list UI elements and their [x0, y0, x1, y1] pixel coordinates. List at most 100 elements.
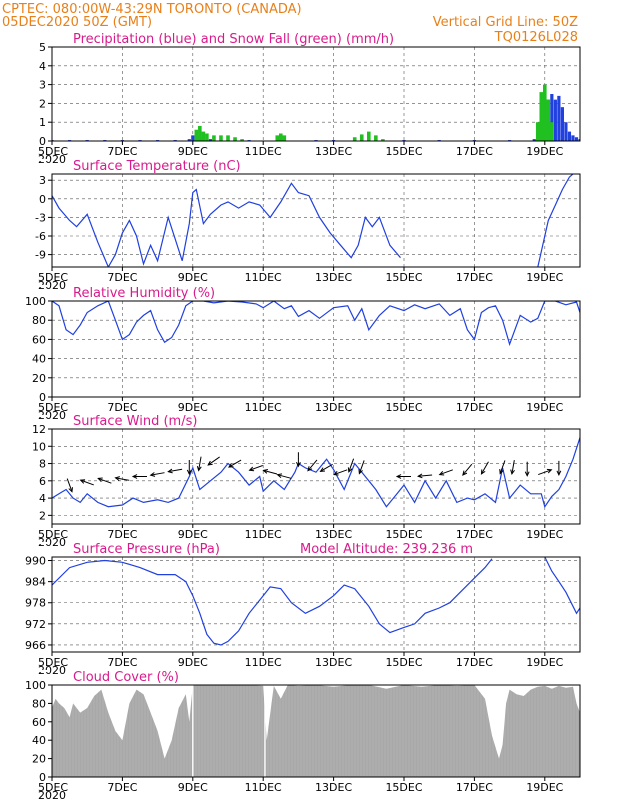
humidity-ytick-label: 20 [32, 372, 46, 385]
wind-arrow [167, 468, 183, 474]
wind-arrow [97, 477, 112, 484]
wind-arrow-shaft [511, 460, 515, 474]
wind-arrow [480, 461, 489, 475]
precip-bar [282, 135, 287, 141]
precip-bar [553, 99, 557, 141]
humidity-frame [51, 300, 581, 398]
humidity-xtick-label: 11DEC [245, 401, 282, 414]
wind-year-label: 2020 [38, 536, 66, 549]
wind-arrow-head [462, 470, 468, 476]
wind-arrow-shaft [263, 469, 278, 475]
precip-bar [571, 135, 575, 141]
wind-arrow [556, 460, 562, 477]
wind-arrow-head [295, 461, 301, 468]
wind-arrow-shaft [207, 456, 220, 466]
pressure-ytick-label: 966 [25, 639, 46, 652]
precip-bar [560, 107, 564, 141]
pressure-xtick-label: 13DEC [315, 656, 352, 669]
wind-arrow-head [227, 463, 234, 468]
wind-arrow-shaft [249, 464, 263, 471]
cloud-plot [52, 685, 580, 777]
cloud-panel: 0 20 40 60 80 100 5DEC 7DEC 9DEC 11DEC 13DEC 15DEC 1… [25, 670, 581, 800]
wind-arrow [510, 460, 515, 476]
humidity-year-mask [0, 415, 50, 417]
precip-xtick-label: 5DEC [38, 145, 68, 158]
wind-arrow-shaft [307, 459, 318, 471]
run-date: 05DEC2020 50Z (GMT) [2, 15, 152, 30]
temperature-xtick-label: 5DEC [38, 271, 68, 284]
precip-ytick-label: 1 [39, 116, 46, 129]
wind-xtick-label: 7DEC [107, 528, 137, 541]
wind-arrow-head [480, 469, 486, 475]
wind-arrow-head [262, 469, 268, 474]
precip-bar [539, 92, 544, 141]
wind-arrow [79, 479, 94, 486]
pressure-xtick-label: 11DEC [245, 656, 282, 669]
precip-ytick-label: 4 [39, 60, 46, 73]
precip-panel: 0 1 2 3 4 5 5DEC 7DEC 9DEC 11DEC 13DEC 15DEC 17DEC 19… [38, 32, 581, 166]
precip-bar [201, 131, 206, 141]
temperature-xtick-label: 9DEC [178, 271, 208, 284]
precip-xtick-label: 19DEC [526, 145, 563, 158]
humidity-ytick-label: 80 [32, 314, 46, 327]
humidity-xtick-label: 5DEC [38, 401, 68, 414]
wind-xtick-label: 11DEC [245, 528, 282, 541]
wind-arrow-head [417, 473, 423, 479]
wind-arrow [319, 463, 333, 472]
precip-ytick-label: 0 [39, 135, 46, 148]
wind-arrow [538, 468, 553, 476]
precip-title: Precipitation (blue) and Snow Fall (gree… [73, 32, 394, 47]
temperature-ytick-label: 3 [39, 174, 46, 187]
humidity-plot-area [52, 301, 580, 397]
precip-bar [567, 131, 572, 141]
wind-arrow-shaft [198, 456, 202, 471]
wind-year-mask [0, 542, 50, 544]
cloud-title: Cloud Cover (%) [73, 670, 179, 685]
wind-arrow-head [556, 470, 562, 477]
precip-ytick-label: 2 [39, 97, 46, 110]
cloud-ytick-label: 20 [32, 753, 46, 766]
cloud-xtick-label: 13DEC [315, 781, 352, 794]
wind-arrow-head [524, 471, 530, 477]
humidity-xtick-label: 17DEC [456, 401, 493, 414]
wind-arrow [207, 456, 220, 466]
temperature-xtick-label: 13DEC [315, 271, 352, 284]
meteogram-header: CPTEC: 080:00W-43:29N TORONTO (CANADA) 0… [2, 2, 578, 45]
pressure-title: Surface Pressure (hPa) [73, 542, 220, 557]
wind-ytick-label: 12 [32, 423, 46, 436]
humidity-xtick-label: 19DEC [526, 401, 563, 414]
cloud-xtick-label: 7DEC [107, 781, 137, 794]
temperature-plot-area [52, 174, 580, 267]
humidity-plot [52, 301, 580, 347]
wind-arrow-shaft [481, 461, 489, 475]
precip-bar [535, 122, 540, 141]
precip-bar [233, 137, 237, 141]
wind-plot [52, 437, 580, 509]
pressure-xtick-label: 15DEC [385, 656, 422, 669]
temperature-series-line [52, 182, 401, 267]
wind-arrow-head [149, 472, 156, 477]
cloud-xtick-label: 11DEC [245, 781, 282, 794]
wind-arrow-head [131, 474, 138, 479]
wind-arrow-shaft [499, 460, 506, 474]
wind-arrow-head [207, 460, 213, 466]
precip-bar [564, 122, 568, 141]
pressure-ytick-label: 972 [25, 618, 46, 631]
wind-arrow-head [114, 476, 120, 481]
wind-arrow-shaft [168, 468, 183, 473]
precip-bar [578, 139, 580, 141]
wind-ytick-label: 4 [39, 492, 46, 505]
humidity-xtick-label: 15DEC [385, 401, 422, 414]
temperature-xtick-label: 15DEC [385, 271, 422, 284]
precip-xtick-label: 7DEC [107, 145, 137, 158]
wind-ytick-label: 6 [39, 475, 46, 488]
temperature-ytick-label: 0 [39, 193, 46, 206]
wind-arrow [114, 476, 130, 481]
humidity-ytick-label: 0 [39, 391, 46, 404]
wind-arrow [276, 473, 292, 479]
cloud-ytick-label: 40 [32, 734, 46, 747]
wind-arrow-shaft [320, 463, 333, 472]
pressure-series-line [544, 557, 580, 615]
precip-bar [212, 135, 216, 141]
wind-arrow-shaft [462, 463, 473, 476]
